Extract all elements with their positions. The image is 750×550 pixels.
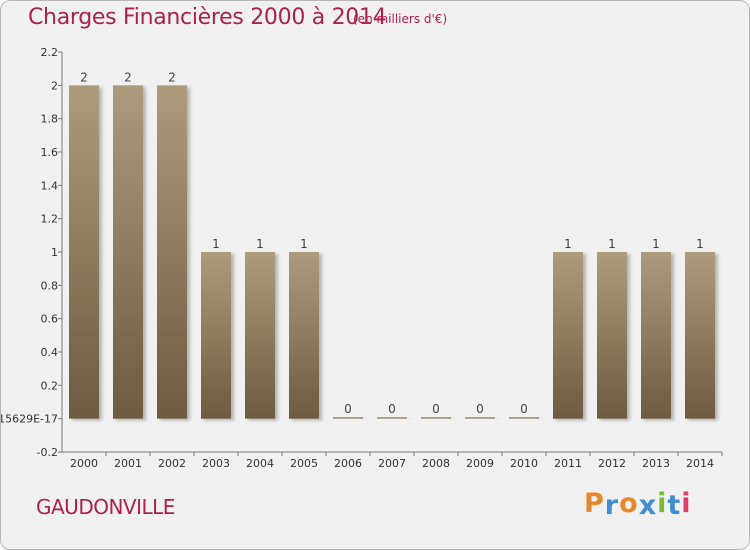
logo-letter: P	[584, 488, 605, 519]
x-tick-label: 2004	[246, 457, 274, 470]
y-tick-label: 2	[51, 79, 58, 92]
data-label: 1	[564, 237, 572, 251]
logo-letter: o	[619, 488, 639, 519]
bar	[509, 417, 539, 419]
bar	[69, 85, 99, 419]
y-tick-label: 1.4	[41, 179, 59, 192]
x-tick-label: 2002	[158, 457, 186, 470]
y-tick-label: 1.6	[41, 146, 59, 159]
x-tick-label: 2010	[510, 457, 538, 470]
y-tick-label: 0.4	[41, 346, 59, 359]
bar	[157, 85, 187, 419]
x-tick-label: 2008	[422, 457, 450, 470]
x-tick-label: 2005	[290, 457, 318, 470]
logo-letter: r	[604, 490, 620, 521]
data-label: 1	[256, 237, 264, 251]
data-label: 1	[212, 237, 220, 251]
proxiti-logo: Proxiti	[584, 488, 692, 521]
y-tick-label: 0.2	[41, 379, 59, 392]
x-tick-label: 2011	[554, 457, 582, 470]
x-tick-label: 2003	[202, 457, 230, 470]
data-label: 0	[432, 402, 440, 416]
y-tick-label: -2.15629E-17	[1, 413, 58, 426]
data-label: 0	[476, 402, 484, 416]
bar	[421, 417, 451, 419]
data-label: 2	[124, 70, 132, 84]
y-tick-label: 0.8	[41, 279, 59, 292]
x-tick-label: 2014	[686, 457, 714, 470]
data-label: 0	[520, 402, 528, 416]
bar	[685, 252, 715, 419]
y-tick-label: 2.2	[41, 46, 59, 59]
x-tick-label: 2006	[334, 457, 362, 470]
chart-bars	[69, 85, 715, 419]
logo-letter: t	[667, 490, 682, 521]
chart-data-labels: 2 2 2 1 1 1 0 0 0 0 0 1 1 1 1	[80, 70, 704, 416]
data-label: 2	[168, 70, 176, 84]
chart-subtitle: (en milliers d'€)	[353, 12, 448, 26]
data-label: 1	[652, 237, 660, 251]
x-tick-label: 2013	[642, 457, 670, 470]
data-label: 1	[608, 237, 616, 251]
x-tick-label: 2007	[378, 457, 406, 470]
logo-letter: i	[681, 488, 692, 519]
bar	[333, 417, 363, 419]
data-label: 1	[696, 237, 704, 251]
logo-letter: i	[657, 488, 668, 519]
x-tick-label: 2012	[598, 457, 626, 470]
bar	[553, 252, 583, 419]
x-tick-label: 2000	[70, 457, 98, 470]
chart-axes: 2.2 2 1.8 1.6 1.4 1.2 1 0.8 0.6 0.4 0.2 -2.15629E-1…	[1, 46, 723, 470]
data-label: 2	[80, 70, 88, 84]
data-label: 0	[388, 402, 396, 416]
data-label: 0	[344, 402, 352, 416]
chart-title: Charges Financières 2000 à 2014	[28, 5, 387, 30]
y-tick-label: 1.2	[41, 213, 59, 226]
bar	[245, 252, 275, 419]
x-tick-label: 2001	[114, 457, 142, 470]
y-tick-label: -0.2	[37, 446, 58, 459]
bar	[597, 252, 627, 419]
x-tick-label: 2009	[466, 457, 494, 470]
bar	[201, 252, 231, 419]
logo-letter: x	[638, 490, 658, 521]
y-tick-label: 0.6	[41, 313, 59, 326]
bar	[465, 417, 495, 419]
commune-name: GAUDONVILLE	[36, 495, 175, 519]
bar	[289, 252, 319, 419]
y-tick-label: 1.8	[41, 113, 59, 126]
bar	[641, 252, 671, 419]
bar	[377, 417, 407, 419]
data-label: 1	[300, 237, 308, 251]
bar	[113, 85, 143, 419]
y-tick-label: 1	[51, 246, 58, 259]
